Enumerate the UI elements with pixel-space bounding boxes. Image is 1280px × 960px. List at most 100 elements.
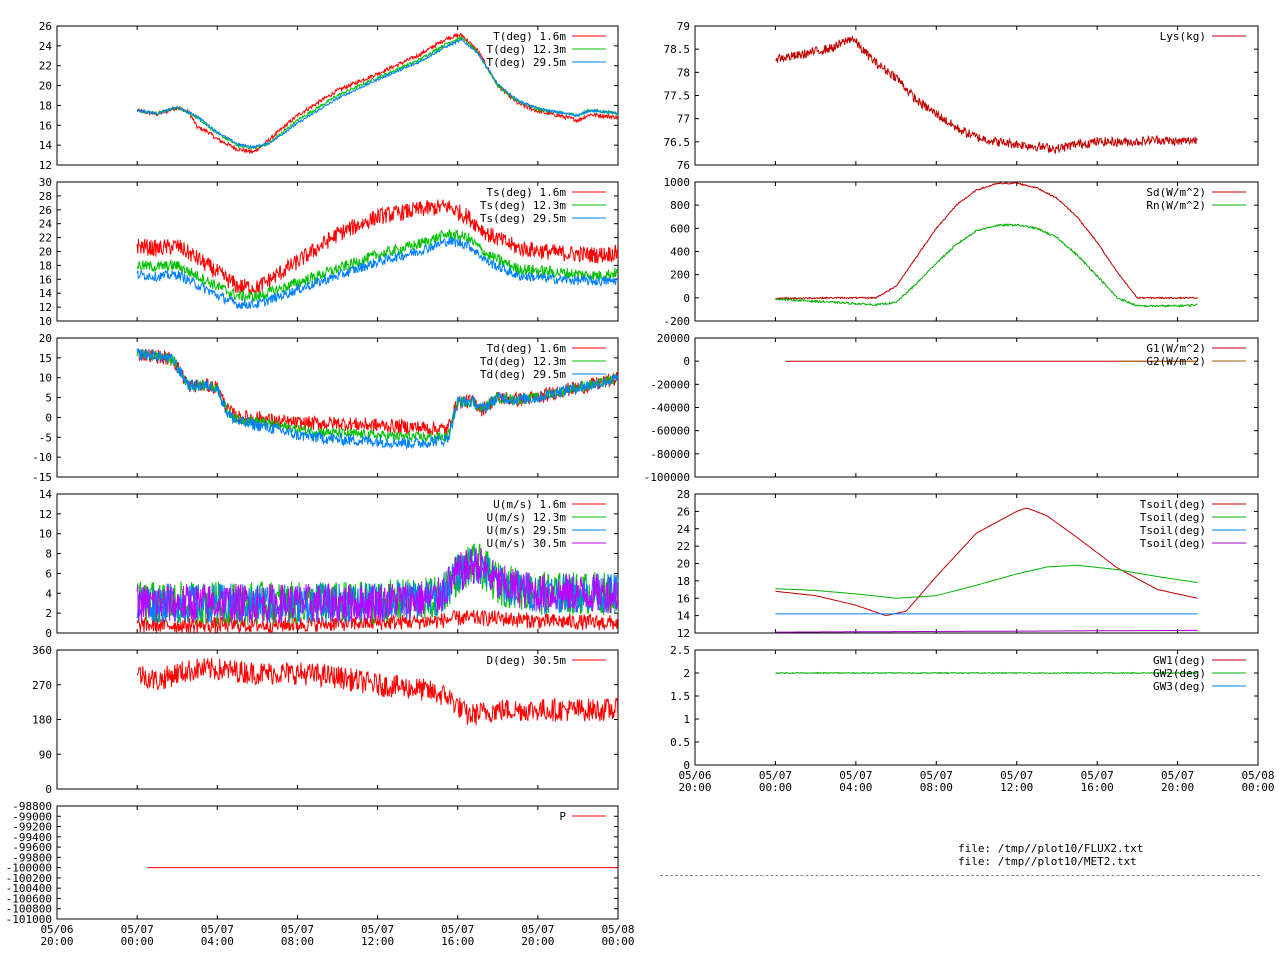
series-line xyxy=(775,182,1198,300)
y-tick-label: -99800 xyxy=(12,851,52,864)
legend-label: U(m/s) 29.5m xyxy=(487,524,567,537)
y-tick-label: 26 xyxy=(39,204,52,217)
legend-label: Td(deg) 1.6m xyxy=(487,342,567,355)
panel-d: 0 90 180 270 360 D(deg) 30.5m xyxy=(32,644,619,796)
series-line xyxy=(775,629,1198,633)
series-line xyxy=(136,348,618,451)
y-tick-label: -99000 xyxy=(12,810,52,823)
y-tick-label: 1.5 xyxy=(670,690,690,703)
y-tick-label: 1000 xyxy=(664,176,691,189)
y-tick-label: 0 xyxy=(683,292,690,305)
plot-frame xyxy=(56,337,619,478)
y-tick-label: -100800 xyxy=(6,903,52,916)
legend-label: G2(W/m^2) xyxy=(1146,355,1206,368)
y-tick-label: 18 xyxy=(39,259,52,272)
x-tick-label: 05/07 xyxy=(361,923,394,936)
separator-line xyxy=(660,875,1260,876)
legend-label: Tsoil(deg) xyxy=(1140,498,1206,511)
y-tick-label: 20 xyxy=(39,246,52,259)
legend-label: Lys(kg) xyxy=(1160,30,1206,43)
y-tick-label: 79 xyxy=(677,20,690,33)
y-tick-label: 400 xyxy=(670,246,690,259)
y-tick-label: 14 xyxy=(39,139,53,152)
legend-label: Td(deg) 12.3m xyxy=(480,355,566,368)
y-tick-label: -80000 xyxy=(650,448,690,461)
legend-label: Tsoil(deg) xyxy=(1140,537,1206,550)
legend-label: G1(W/m^2) xyxy=(1146,342,1206,355)
x-tick-label: 08:00 xyxy=(281,935,314,948)
series-line xyxy=(136,347,618,444)
y-tick-label: 12 xyxy=(39,159,52,172)
legend-label: D(deg) 30.5m xyxy=(487,654,567,667)
y-tick-label: 16 xyxy=(39,119,52,132)
x-tick-label: 04:00 xyxy=(201,935,234,948)
series-line xyxy=(136,237,618,310)
x-tick-label: 05/07 xyxy=(281,923,314,936)
x-tick-label: 04:00 xyxy=(839,781,872,794)
x-tick-label: 00:00 xyxy=(121,935,154,948)
y-tick-label: 22 xyxy=(39,232,52,245)
panel-tsoil: 121416182022242628Tsoil(deg)Tsoil(deg)Ts… xyxy=(677,488,1259,640)
plot-frame xyxy=(56,25,619,166)
y-tick-label: -99600 xyxy=(12,841,52,854)
x-tick-label: 20:00 xyxy=(1161,781,1194,794)
y-tick-label: 76 xyxy=(677,159,690,172)
y-tick-label: 2.5 xyxy=(670,644,690,657)
legend-label: GW1(deg) xyxy=(1153,654,1206,667)
legend-label: Td(deg) 29.5m xyxy=(480,368,566,381)
x-tick-label: 05/07 xyxy=(521,923,554,936)
x-tick-label: 16:00 xyxy=(441,935,474,948)
y-tick-label: 12 xyxy=(39,508,52,521)
panel-g: -100000 -80000 -60000 -40000 -20000 0 20000 G1(… xyxy=(644,332,1259,484)
x-tick-label: 20:00 xyxy=(521,935,554,948)
legend-label: Ts(deg) 29.5m xyxy=(480,212,566,225)
y-tick-label: 90 xyxy=(39,748,52,761)
y-tick-label: 24 xyxy=(677,523,691,536)
series-line xyxy=(136,228,618,303)
legend-label: T(deg) 1.6m xyxy=(493,30,566,43)
legend-label: P xyxy=(559,810,566,823)
x-tick-label: 05/07 xyxy=(121,923,154,936)
y-tick-label: -99200 xyxy=(12,821,52,834)
x-tick-label: 05/07 xyxy=(920,769,953,782)
series-line xyxy=(136,548,618,624)
x-tick-label: 05/07 xyxy=(1161,769,1194,782)
legend-label: GW3(deg) xyxy=(1153,680,1206,693)
x-tick-label: 12:00 xyxy=(1000,781,1033,794)
y-tick-label: -100000 xyxy=(644,471,690,484)
legend-label: T(deg) 12.3m xyxy=(487,43,567,56)
y-tick-label: 600 xyxy=(670,222,690,235)
plot-frame xyxy=(56,649,619,790)
y-tick-label: 0 xyxy=(683,759,690,772)
file-info-line-2: file: /tmp//plot10/MET2.txt xyxy=(958,855,1137,868)
y-tick-label: 4 xyxy=(45,587,52,600)
panel-lys: 76 76.5 77 77.5 78 78.5 79 Lys(kg) xyxy=(664,20,1259,172)
y-tick-label: 0 xyxy=(45,783,52,796)
y-tick-label: 10 xyxy=(39,528,52,541)
y-tick-label: 24 xyxy=(39,218,53,231)
y-tick-label: 20 xyxy=(677,558,690,571)
x-tick-label: 05/07 xyxy=(441,923,474,936)
y-tick-label: -200 xyxy=(664,315,691,328)
y-tick-label: 15 xyxy=(39,352,52,365)
x-tick-label: 05/07 xyxy=(201,923,234,936)
x-tick-label: 05/08 xyxy=(601,923,634,936)
legend-label: Tsoil(deg) xyxy=(1140,524,1206,537)
x-tick-label: 20:00 xyxy=(678,781,711,794)
y-tick-label: 200 xyxy=(670,269,690,282)
y-tick-label: 14 xyxy=(39,488,53,501)
x-tick-label: 16:00 xyxy=(1081,781,1114,794)
legend-label: Rn(W/m^2) xyxy=(1146,199,1206,212)
series-line xyxy=(136,199,618,296)
series-line xyxy=(136,610,618,633)
y-tick-label: 26 xyxy=(39,20,52,33)
x-tick-label: 00:00 xyxy=(1241,781,1274,794)
y-tick-label: 22 xyxy=(39,60,52,73)
series-line xyxy=(775,34,1198,155)
y-tick-label: 12 xyxy=(39,301,52,314)
y-tick-label: -101000 xyxy=(6,913,52,926)
series-line xyxy=(775,507,1198,616)
y-tick-label: -5 xyxy=(39,431,52,444)
